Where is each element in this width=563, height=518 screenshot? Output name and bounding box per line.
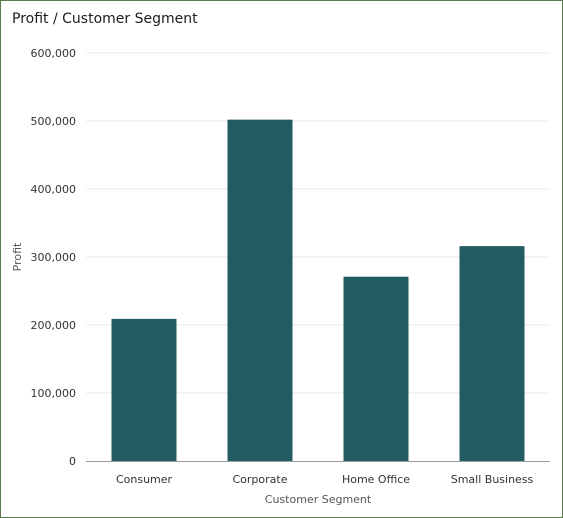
- y-tick-label: 100,000: [31, 387, 77, 400]
- x-tick-label: Corporate: [233, 473, 288, 486]
- y-tick-label: 400,000: [31, 183, 77, 196]
- y-tick-label: 300,000: [31, 251, 77, 264]
- x-tick-label: Home Office: [342, 473, 410, 486]
- x-axis-title: Customer Segment: [265, 493, 372, 506]
- y-tick-label: 200,000: [31, 319, 77, 332]
- x-axis-ticks: Consumer Corporate Home Office Small Busine…: [116, 473, 534, 486]
- y-axis-title: Profit: [11, 242, 24, 271]
- bar-consumer[interactable]: [111, 318, 177, 461]
- x-tick-label: Consumer: [116, 473, 173, 486]
- y-tick-label: 600,000: [31, 47, 77, 60]
- bars: [111, 119, 525, 461]
- x-tick-label: Small Business: [451, 473, 534, 486]
- y-tick-label: 0: [69, 455, 76, 468]
- bar-small-business[interactable]: [459, 246, 525, 461]
- y-tick-label: 500,000: [31, 115, 77, 128]
- y-axis-ticks: 0 100,000 200,000 300,000 400,000 500,000 600,…: [31, 47, 77, 468]
- bar-home-office[interactable]: [343, 276, 409, 461]
- chart-title: Profit / Customer Segment: [12, 11, 198, 27]
- bar-corporate[interactable]: [227, 119, 293, 461]
